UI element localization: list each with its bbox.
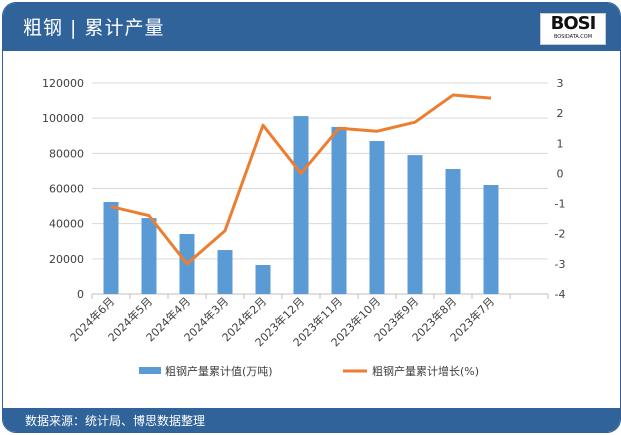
y-right-tick-label: 2 [557,107,564,120]
bar [484,185,499,294]
y-left-tick-label: 120000 [42,77,84,90]
y-left-tick-label: 80000 [49,147,84,160]
y-right-tick-label: 0 [557,167,564,180]
legend-bar-label: 粗钢产量累计值(万吨) [165,364,273,378]
legend-bar-swatch [139,367,161,374]
y-right-tick-label: -2 [555,228,566,241]
y-left-tick-label: 0 [77,288,84,301]
bar [256,265,271,294]
y-left-tick-label: 60000 [49,183,84,196]
bar [446,169,461,294]
bar [142,218,157,294]
y-left-tick-label: 40000 [49,218,84,231]
y-right-tick-label: -3 [555,258,566,271]
data-source: 数据来源：统计局、博思数据整理 [25,412,205,429]
footer-bar: 数据来源：统计局、博思数据整理 [3,408,620,432]
y-left-tick-label: 100000 [42,112,84,125]
bar [104,202,119,294]
bar [408,155,423,294]
bar [294,116,309,294]
y-right-tick-label: -1 [555,198,566,211]
y-left-tick-label: 20000 [49,253,84,266]
bar [218,250,233,294]
y-right-tick-label: 3 [557,77,564,90]
legend-line-label: 粗钢产量累计增长(%) [372,364,479,378]
bar [332,127,347,294]
y-right-tick-label: 1 [557,137,564,150]
y-right-tick-label: -4 [555,288,566,301]
chart: 0 20000 40000 60000 80000 100000 120000 -4 -3 -2 -… [3,3,620,432]
bar [370,141,385,294]
